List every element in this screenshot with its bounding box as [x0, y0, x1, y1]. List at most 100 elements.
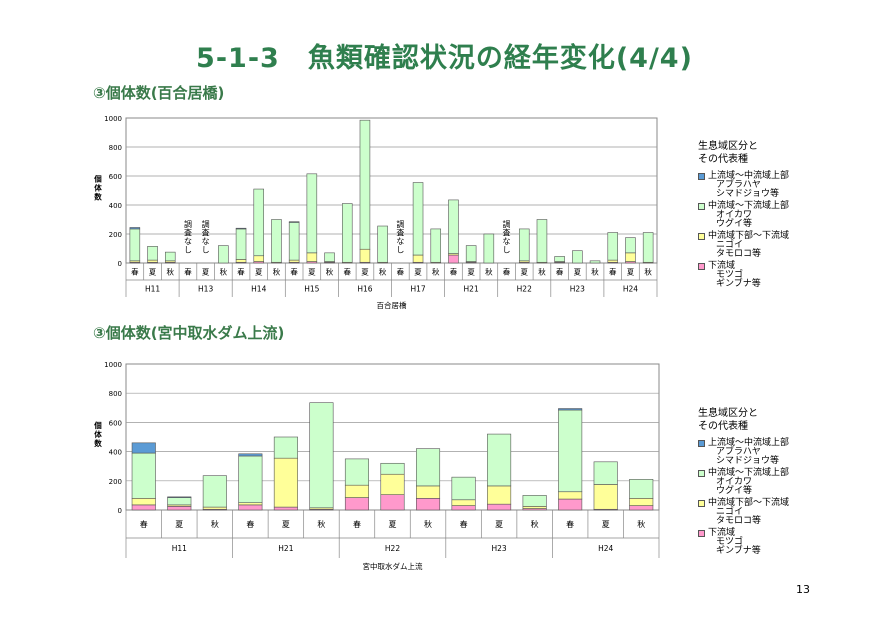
- x-category-label: 夏: [574, 268, 582, 277]
- legend-title-line1: 生息域区分と: [698, 408, 758, 419]
- chart1-subtitle: ③個体数(百合居橋): [93, 84, 225, 102]
- y-axis-label: 体: [94, 183, 102, 193]
- y-axis-label: 体: [94, 429, 102, 439]
- x-category-label: 春: [246, 519, 254, 529]
- y-tick-label: 600: [109, 419, 122, 427]
- legend-swatch: [698, 470, 705, 477]
- y-tick-label: 400: [109, 202, 122, 210]
- y-tick-label: 0: [118, 260, 122, 268]
- x-category-label: 夏: [467, 268, 475, 277]
- bar-segment: [518, 228, 530, 262]
- x-category-label: 秋: [167, 267, 175, 277]
- x-category-label: 春: [353, 519, 361, 529]
- bar-segment: [629, 479, 654, 499]
- x-category-label: 秋: [432, 267, 440, 277]
- y-axis-label: 個: [93, 420, 102, 430]
- legend-species: シマドジョウ等: [716, 456, 780, 466]
- x-group-label: H22: [385, 544, 400, 553]
- bar-segment: [416, 485, 441, 499]
- legend-item-downstream: 下流域 モツゴ ギンブナ等: [698, 262, 789, 289]
- y-tick-label: 1000: [104, 361, 122, 369]
- y-tick-label: 600: [109, 173, 122, 181]
- x-category-label: 秋: [485, 267, 493, 277]
- legend-species: ギンブナ等: [716, 279, 761, 289]
- bar-segment: [483, 233, 495, 264]
- bar-segment: [558, 491, 583, 500]
- legend-item-downstream: 下流域 モツゴ ギンブナ等: [698, 529, 789, 556]
- x-group-label: H24: [623, 285, 638, 294]
- bar-segment: [167, 497, 192, 506]
- legend-label: 下流域: [708, 261, 736, 271]
- x-category-label: 夏: [308, 268, 316, 277]
- bar-segment: [344, 458, 369, 486]
- x-category-label: 夏: [175, 520, 183, 529]
- bar-segment: [273, 506, 298, 511]
- bar-segment: [589, 260, 601, 264]
- legend-label: 中流域下部～下流域: [708, 231, 790, 241]
- legend-species: ニゴイ: [716, 240, 744, 250]
- bar-segment: [416, 498, 441, 511]
- x-category-label: 夏: [361, 268, 369, 277]
- bar-segment: [642, 232, 654, 263]
- not-surveyed-label: な: [396, 237, 404, 246]
- bar-segment: [629, 498, 654, 506]
- x-category-label: 春: [237, 267, 245, 277]
- bar-segment: [380, 462, 405, 475]
- bar-segment: [558, 408, 583, 411]
- bar-segment: [324, 252, 335, 262]
- x-category-label: 春: [290, 267, 298, 277]
- not-surveyed-label: 調: [503, 219, 511, 229]
- bar-segment: [238, 453, 263, 457]
- x-category-label: 春: [460, 519, 468, 529]
- page-number: 13: [796, 583, 810, 596]
- x-group-label: H17: [410, 285, 425, 294]
- bar-segment: [359, 119, 371, 250]
- legend-title-line2: その代表種: [698, 421, 748, 432]
- not-surveyed-label: し: [396, 245, 404, 254]
- x-category-label: 夏: [602, 520, 610, 529]
- legend-species: ギンブナ等: [716, 546, 761, 556]
- not-surveyed-label: 調: [202, 219, 210, 229]
- x-category-label: 夏: [414, 268, 422, 277]
- legend-item-upstream: 上流域～中流域上部 アブラハヤ シマドジョウ等: [698, 172, 789, 199]
- y-tick-label: 800: [109, 144, 122, 152]
- x-category-label: 秋: [273, 267, 281, 277]
- not-surveyed-label: し: [503, 245, 511, 254]
- bar-segment: [341, 203, 353, 263]
- bar-segment: [380, 494, 405, 511]
- bar-segment: [238, 455, 263, 504]
- x-group-label: H11: [145, 285, 160, 294]
- legend-swatch: [698, 203, 705, 210]
- x-group-label: H16: [357, 285, 372, 294]
- bar-segment: [131, 442, 156, 454]
- legend-swatch: [698, 530, 705, 537]
- x-group-label: H24: [598, 544, 613, 553]
- bar-segment: [593, 484, 618, 510]
- x-category-label: 春: [184, 267, 192, 277]
- x-group-label: H22: [517, 285, 532, 294]
- legend-title-line1: 生息域区分と: [698, 141, 758, 152]
- bar-segment: [558, 498, 583, 511]
- bar-segment: [238, 502, 263, 506]
- legend-species: タモロコ等: [716, 249, 762, 259]
- x-category-label: 秋: [644, 267, 652, 277]
- legend-swatch: [698, 440, 705, 447]
- bar-segment: [273, 436, 298, 459]
- legend-species: オイカワ: [716, 210, 753, 220]
- not-surveyed-label: し: [202, 245, 210, 254]
- legend-label: 中流域～下流域上部: [708, 468, 790, 478]
- y-tick-label: 200: [109, 478, 122, 486]
- legend-species: モツゴ: [716, 270, 744, 280]
- x-group-label: H23: [492, 544, 507, 553]
- bar-segment: [344, 484, 369, 498]
- bar-segment: [288, 221, 300, 223]
- legend-chart2: 生息域区分と その代表種 上流域～中流域上部 アブラハヤ シマドジョウ等 中流域～下流…: [698, 407, 789, 559]
- not-surveyed-label: 査: [202, 227, 210, 237]
- bar-segment: [451, 505, 476, 511]
- y-axis-label: 個: [93, 174, 102, 184]
- y-tick-label: 0: [118, 507, 122, 515]
- x-category-label: 秋: [317, 519, 325, 529]
- bar-segment: [451, 476, 476, 501]
- x-group-label: H23: [570, 285, 585, 294]
- legend-species: ウグイ等: [716, 486, 753, 496]
